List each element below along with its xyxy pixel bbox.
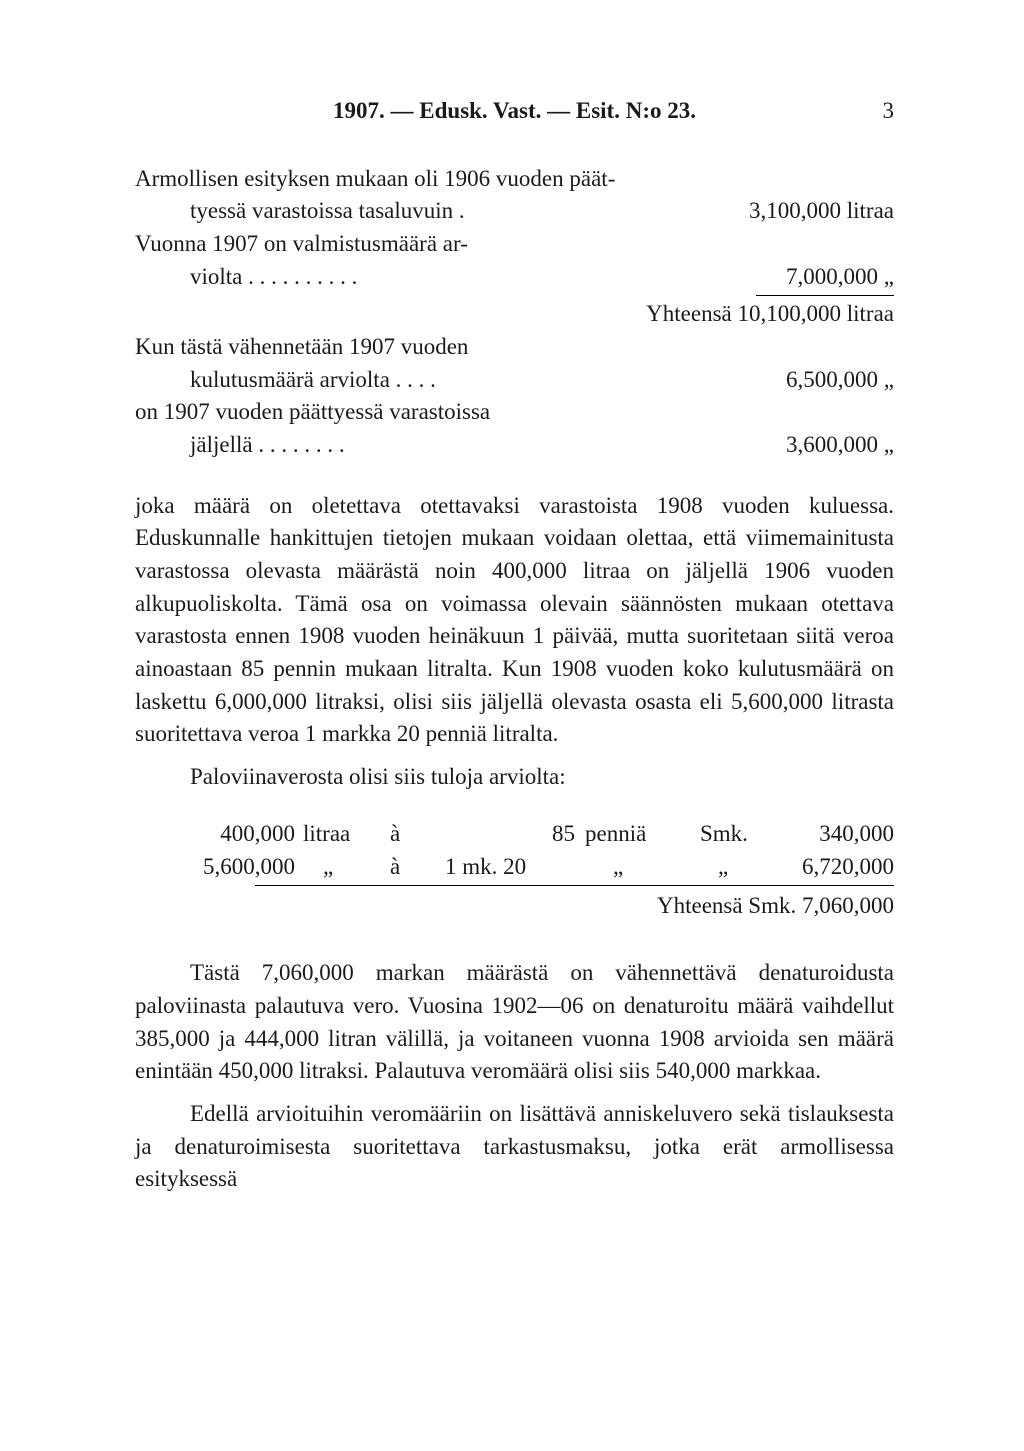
calc-line: Vuonna 1907 on valmistusmäärä ar- [135, 228, 894, 261]
page-number: 3 [883, 95, 895, 128]
currency: Smk. [700, 818, 780, 851]
body-paragraph: Edellä arvioituihin veromääriin on lisät… [135, 1098, 894, 1196]
a-label: à [390, 818, 445, 851]
revenue-table: 400,000 litraa à 85 penniä Smk. 340,000 … [135, 818, 894, 922]
body-paragraph: Paloviinaverosta olisi siis tuloja arvio… [135, 761, 894, 794]
rate-unit: „ [585, 851, 700, 884]
calc-row: jäljellä . . . . . . . . 3,600,000 „ [135, 429, 894, 462]
divider [255, 884, 894, 886]
table-row: 400,000 litraa à 85 penniä Smk. 340,000 [135, 818, 894, 851]
calc-left: kulutusmäärä arviolta . . . . [190, 364, 786, 397]
calc-line: on 1907 vuoden päättyessä varastoissa [135, 396, 894, 429]
calc-line: Kun tästä vähennetään 1907 vuoden [135, 331, 894, 364]
calc-right: 3,600,000 „ [786, 429, 894, 462]
body-paragraph: joka määrä on oletettava otettavaksi var… [135, 490, 894, 751]
table-row: 5,600,000 „ à 1 mk. 20 „ „ 6,720,000 [135, 851, 894, 884]
page-header: 1907. — Edusk. Vast. — Esit. N:o 23. 3 [135, 95, 894, 128]
revenue-total: Yhteensä Smk. 7,060,000 [135, 890, 894, 923]
calc-left: jäljellä . . . . . . . . [190, 429, 786, 462]
rate: 1 mk. 20 [445, 851, 585, 884]
currency: „ [700, 851, 780, 884]
calc-right: 6,500,000 „ [786, 364, 894, 397]
calc-right: 3,100,000 litraa [749, 195, 894, 228]
final-section: Tästä 7,060,000 markan määrästä on vähen… [135, 957, 894, 1196]
rate: 85 [445, 818, 585, 851]
amount: 6,720,000 [780, 851, 894, 884]
rate-unit: penniä [585, 818, 700, 851]
calculation-block: Armollisen esityksen mukaan oli 1906 vuo… [135, 163, 894, 462]
unit: „ [295, 851, 390, 884]
a-label: à [390, 851, 445, 884]
calc-row: violta . . . . . . . . . . 7,000,000 „ [135, 261, 894, 297]
calc-left: violta . . . . . . . . . . [190, 261, 756, 294]
calc-row: kulutusmäärä arviolta . . . . 6,500,000 … [135, 364, 894, 397]
amount: 340,000 [780, 818, 894, 851]
qty: 5,600,000 [135, 851, 295, 884]
calc-line: Armollisen esityksen mukaan oli 1906 vuo… [135, 163, 894, 196]
unit: litraa [295, 818, 390, 851]
body-paragraph: Tästä 7,060,000 markan määrästä on vähen… [135, 957, 894, 1088]
qty: 400,000 [135, 818, 295, 851]
calc-left: tyessä varastoissa tasaluvuin . [190, 195, 749, 228]
header-text: 1907. — Edusk. Vast. — Esit. N:o 23. [333, 98, 696, 123]
calc-right: 7,000,000 „ [756, 261, 894, 297]
calc-row: tyessä varastoissa tasaluvuin . 3,100,00… [135, 195, 894, 228]
calc-sum: Yhteensä 10,100,000 litraa [135, 298, 894, 331]
